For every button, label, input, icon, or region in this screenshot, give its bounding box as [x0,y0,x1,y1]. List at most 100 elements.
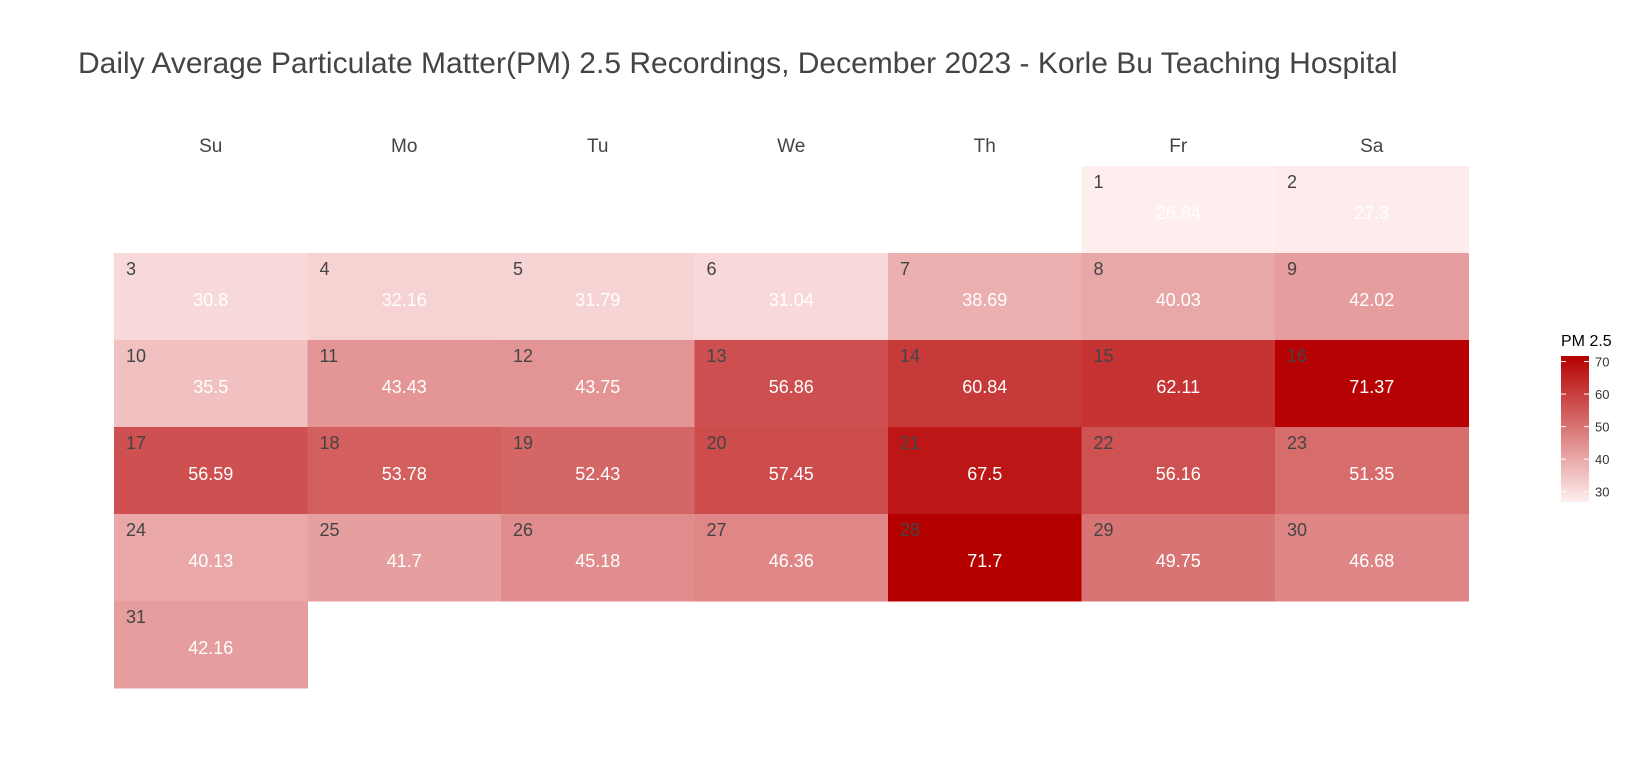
day-cell-fill [1081,253,1276,341]
day-value-label: 31.79 [575,290,620,310]
day-cell: 31 42.16 [114,601,308,689]
day-number: 3 [126,259,136,279]
day-cell: 29 49.75 [1081,514,1276,602]
day-value-label: 27.3 [1354,203,1389,223]
day-cell: 22 56.16 [1081,427,1276,515]
day-cell-fill [888,514,1082,602]
day-cell-fill [1081,427,1276,515]
day-value-label: 43.43 [382,377,427,397]
day-number: 13 [707,346,727,366]
day-cell: 28 71.7 [888,514,1082,602]
day-cell: 25 41.7 [307,514,502,602]
day-cell: 17 56.59 [114,427,308,515]
day-number: 14 [900,346,920,366]
day-cell: 432.16 [307,253,502,341]
day-value-label: 51.35 [1349,464,1394,484]
weekday-labels: Su Mo Tu We Th Fr Sa [199,136,1384,157]
day-cell: 16 71.37 [1275,340,1469,428]
day-cell: 12 43.75 [501,340,695,428]
day-value-label: 46.68 [1349,551,1394,571]
weekday-label: We [777,136,805,157]
day-number: 16 [1287,346,1307,366]
day-number: 19 [513,433,533,453]
day-cell-fill [501,340,695,428]
day-number: 27 [707,520,727,540]
chart-title: Daily Average Particulate Matter(PM) 2.5… [78,47,1398,80]
day-cell-fill [694,340,889,428]
day-cell: 26 45.18 [501,514,695,602]
day-cell: 20 57.45 [694,427,889,515]
day-value-label: 41.7 [387,551,422,571]
day-cell-fill [114,601,308,689]
day-number: 6 [707,259,717,279]
day-value-label: 71.7 [967,551,1002,571]
day-cell-fill [307,427,502,515]
day-cell: 13 56.86 [694,340,889,428]
day-cell: 738.69 [888,253,1082,341]
day-cell-fill [1275,514,1469,602]
day-number: 21 [900,433,920,453]
day-value-label: 71.37 [1349,377,1394,397]
day-value-label: 38.69 [962,290,1007,310]
day-value-label: 56.16 [1156,464,1201,484]
day-cell-fill [888,340,1082,428]
legend-tick-label: 50 [1595,420,1609,435]
day-cell: 21 67.5 [888,427,1082,515]
legend-tick-label: 40 [1595,452,1609,467]
day-number: 8 [1094,259,1104,279]
day-cell-fill [1081,340,1276,428]
weekday-label: Sa [1360,136,1384,157]
day-value-label: 52.43 [575,464,620,484]
day-number: 1 [1094,172,1104,192]
day-number: 2 [1287,172,1297,192]
day-number: 22 [1094,433,1114,453]
day-number: 4 [320,259,330,279]
day-cell-fill [307,253,502,341]
weekday-label: Th [974,136,996,157]
day-value-label: 42.16 [188,638,233,658]
weekday-label: Mo [391,136,417,157]
day-cell-fill [501,514,695,602]
day-number: 15 [1094,346,1114,366]
day-cell: 840.03 [1081,253,1276,341]
day-value-label: 53.78 [382,464,427,484]
day-value-label: 40.03 [1156,290,1201,310]
day-number: 23 [1287,433,1307,453]
legend-title: PM 2.5 [1561,333,1612,350]
day-cell: 942.02 [1275,253,1469,341]
day-number: 11 [320,346,339,366]
day-number: 10 [126,346,146,366]
day-value-label: 46.36 [769,551,814,571]
day-value-label: 42.02 [1349,290,1394,310]
day-cell: 11 43.43 [307,340,502,428]
legend-tick-label: 70 [1595,355,1609,370]
day-cell: 227.3 [1275,166,1469,254]
day-value-label: 62.11 [1156,377,1200,397]
day-cell: 126.84 [1081,166,1276,254]
day-cell: 24 40.13 [114,514,308,602]
day-cell-fill [1275,166,1469,254]
day-cell: 631.04 [694,253,889,341]
day-cell-fill [1081,166,1276,254]
legend-colorbar [1561,356,1589,502]
day-value-label: 45.18 [575,551,620,571]
day-cell-fill [1275,253,1469,341]
day-cell-fill [307,340,502,428]
day-cell-fill [1081,514,1276,602]
day-number: 28 [900,520,920,540]
day-number: 24 [126,520,146,540]
day-cell-fill [888,427,1082,515]
legend-tick-label: 30 [1595,485,1609,500]
day-number: 18 [320,433,340,453]
day-number: 29 [1094,520,1114,540]
day-number: 31 [126,607,146,627]
day-number: 30 [1287,520,1307,540]
weekday-label: Tu [587,136,608,157]
day-number: 25 [320,520,340,540]
day-number: 9 [1287,259,1297,279]
day-value-label: 67.5 [967,464,1002,484]
day-cell-fill [307,514,502,602]
day-cell: 10 35.5 [114,340,308,428]
day-cell: 19 52.43 [501,427,695,515]
